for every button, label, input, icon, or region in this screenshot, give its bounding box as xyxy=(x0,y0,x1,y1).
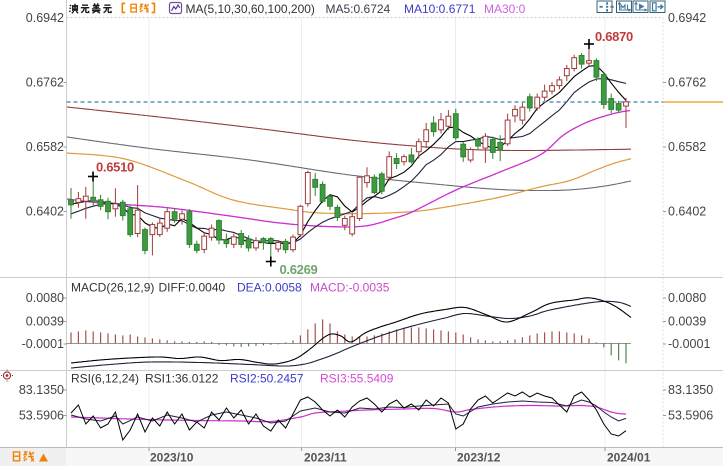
svg-text:0.6269: 0.6269 xyxy=(280,262,318,277)
svg-text:0.6582: 0.6582 xyxy=(668,140,706,154)
svg-text:MA10:0.6771: MA10:0.6771 xyxy=(404,2,476,16)
svg-text:MA(5,10,30,60,100,200): MA(5,10,30,60,100,200) xyxy=(186,2,315,16)
svg-text:-0.0001: -0.0001 xyxy=(22,337,64,351)
svg-text:DEA:0.0058: DEA:0.0058 xyxy=(237,281,302,295)
svg-text:0.0039: 0.0039 xyxy=(668,315,706,329)
svg-text:2023/12: 2023/12 xyxy=(457,451,501,465)
svg-text:83.1350: 83.1350 xyxy=(19,383,64,397)
svg-text:0.6762: 0.6762 xyxy=(668,76,706,90)
svg-text:0.6510: 0.6510 xyxy=(96,160,134,175)
svg-text:DIFF:0.0040: DIFF:0.0040 xyxy=(159,281,226,295)
svg-text:RSI2:50.2457: RSI2:50.2457 xyxy=(230,372,304,386)
svg-text:RSI1:36.0122: RSI1:36.0122 xyxy=(145,372,219,386)
svg-text:MA5:0.6724: MA5:0.6724 xyxy=(326,2,391,16)
svg-text:RSI(6,12,24): RSI(6,12,24) xyxy=(71,372,139,386)
svg-text:2023/11: 2023/11 xyxy=(304,451,347,465)
svg-text:MA30:0: MA30:0 xyxy=(484,2,526,16)
svg-text:0.6870: 0.6870 xyxy=(595,29,633,44)
svg-text:0.0039: 0.0039 xyxy=(26,315,64,329)
svg-text:53.5906: 53.5906 xyxy=(19,409,64,423)
svg-text:0.6402: 0.6402 xyxy=(668,205,706,219)
svg-text:0.0080: 0.0080 xyxy=(26,291,64,305)
svg-text:MACD:-0.0035: MACD:-0.0035 xyxy=(310,281,390,295)
svg-text:0.6942: 0.6942 xyxy=(668,11,706,25)
svg-text:RSI3:55.5409: RSI3:55.5409 xyxy=(320,372,394,386)
svg-text:2023/10: 2023/10 xyxy=(150,451,194,465)
svg-text:0.6402: 0.6402 xyxy=(26,205,64,219)
svg-text:0.6762: 0.6762 xyxy=(26,76,64,90)
svg-text:83.1350: 83.1350 xyxy=(668,383,713,397)
svg-text:0.6582: 0.6582 xyxy=(26,140,64,154)
svg-text:MACD(26,12,9): MACD(26,12,9) xyxy=(71,281,154,295)
svg-text:-0.0001: -0.0001 xyxy=(668,337,710,351)
svg-text:53.5906: 53.5906 xyxy=(668,409,713,423)
svg-text:0.0080: 0.0080 xyxy=(668,291,706,305)
svg-text:0.6942: 0.6942 xyxy=(26,11,64,25)
svg-text:2024/01: 2024/01 xyxy=(607,451,651,465)
